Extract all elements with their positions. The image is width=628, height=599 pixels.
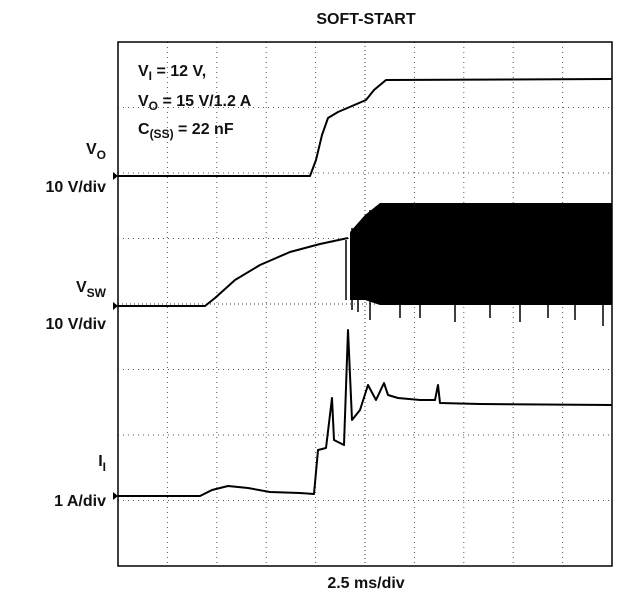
- annotation-line: VI = 12 V,: [138, 63, 206, 83]
- x-scale: 2.5 ms/div: [327, 575, 404, 592]
- vo-trace: [118, 78, 613, 177]
- vsw-switching: [350, 203, 612, 305]
- title: SOFT-START: [316, 11, 415, 28]
- channel-name: VSW: [76, 279, 107, 300]
- annotation: VI = 12 V, VO = 15 V/1.2 A C(SS) = 22 nF: [138, 63, 252, 141]
- vsw-spikes: [345, 205, 604, 326]
- channel-labels: VO 10 V/div VSW 10 V/div II 1 A/div: [46, 141, 107, 510]
- channel-name: VO: [86, 141, 106, 162]
- vsw-trace: [118, 237, 349, 307]
- ii-trace: [118, 329, 613, 497]
- traces: [113, 78, 613, 500]
- annotation-line: VO = 15 V/1.2 A: [138, 93, 252, 113]
- channel-scale: 1 A/div: [54, 493, 106, 510]
- annotation-line: C(SS) = 22 nF: [138, 121, 234, 141]
- channel-name: II: [98, 453, 106, 474]
- channel-scale: 10 V/div: [46, 179, 107, 196]
- channel-scale: 10 V/div: [46, 316, 107, 333]
- channel-markers: [113, 172, 118, 500]
